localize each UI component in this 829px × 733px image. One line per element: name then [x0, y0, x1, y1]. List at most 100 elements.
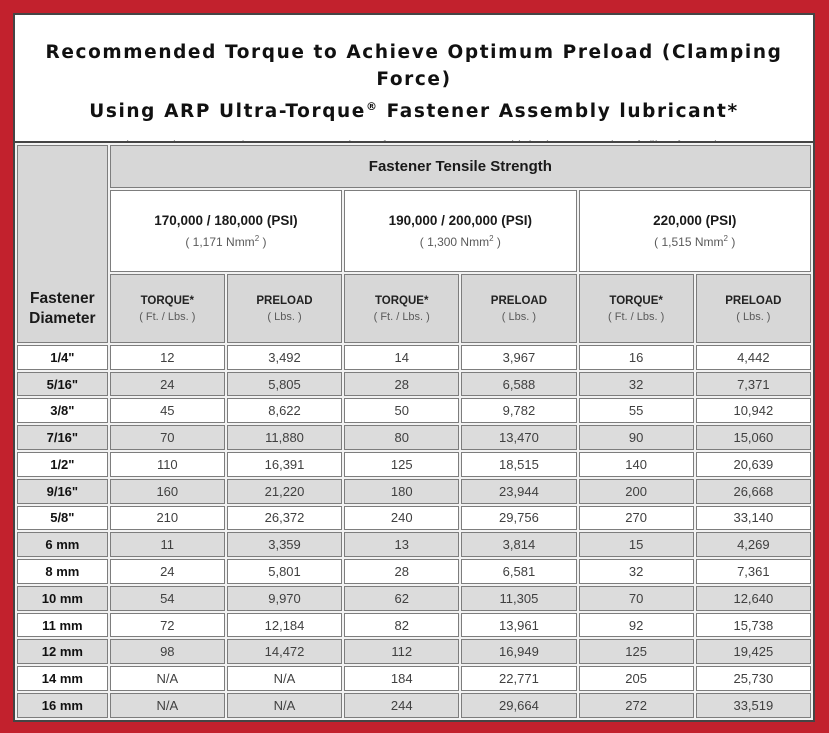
- value-cell: 82: [344, 612, 460, 638]
- column-header-torque-2: TORQUE* ( Ft. / Lbs. ): [344, 274, 460, 343]
- registered-trademark-symbol: ®: [365, 100, 379, 113]
- diameter-cell: 5/16": [17, 371, 108, 397]
- value-cell: 92: [578, 612, 694, 638]
- value-cell: 11,880: [226, 425, 343, 450]
- value-cell: 70: [109, 425, 225, 450]
- value-cell: 8,622: [226, 398, 343, 424]
- value-cell: 16: [578, 344, 694, 370]
- value-cell: 9,970: [226, 585, 343, 611]
- sub-header-row: TORQUE* ( Ft. / Lbs. ) PRELOAD ( Lbs. ) …: [17, 274, 811, 343]
- page-title-line1: Recommended Torque to Achieve Optimum Pr…: [45, 42, 783, 90]
- table-row: 8 mm 24 5,801 28 6,581 32 7,361: [17, 559, 811, 584]
- value-cell: 62: [344, 585, 460, 611]
- value-cell: N/A: [226, 693, 343, 718]
- value-cell: 180: [344, 478, 460, 504]
- value-cell: 28: [344, 371, 460, 397]
- value-cell: 55: [578, 398, 694, 424]
- diameter-cell: 16 mm: [17, 693, 108, 718]
- column-header-preload-3: PRELOAD ( Lbs. ): [695, 274, 811, 343]
- value-cell: 12: [109, 344, 225, 370]
- value-cell: 11,305: [461, 585, 577, 611]
- title-block: Recommended Torque to Achieve Optimum Pr…: [15, 15, 813, 153]
- value-cell: 50: [344, 398, 460, 424]
- table-row: 16 mm N/A N/A 244 29,664 272 33,519: [17, 693, 811, 718]
- value-cell: 24: [109, 371, 225, 397]
- value-cell: 14,472: [226, 639, 343, 665]
- value-cell: 23,944: [461, 478, 577, 504]
- column-header-torque-3: TORQUE* ( Ft. / Lbs. ): [578, 274, 694, 343]
- table-head: Fastener Diameter Fastener Tensile Stren…: [17, 145, 811, 343]
- value-cell: N/A: [226, 666, 343, 692]
- value-cell: 160: [109, 478, 225, 504]
- value-cell: 21,220: [226, 478, 343, 504]
- column-header-fastener-tensile-strength: Fastener Tensile Strength: [109, 145, 811, 188]
- column-header-preload-1: PRELOAD ( Lbs. ): [226, 274, 343, 343]
- value-cell: N/A: [109, 693, 225, 718]
- value-cell: 25,730: [695, 666, 811, 692]
- value-cell: 18,515: [461, 451, 577, 477]
- value-cell: 22,771: [461, 666, 577, 692]
- page-title-line2: Using ARP Ultra-Torque® Fastener Assembl…: [89, 100, 739, 123]
- value-cell: 240: [344, 505, 460, 531]
- value-cell: 210: [109, 505, 225, 531]
- diameter-cell: 1/2": [17, 451, 108, 477]
- value-cell: 125: [578, 639, 694, 665]
- diameter-cell: 3/8": [17, 398, 108, 424]
- value-cell: 5,801: [226, 559, 343, 584]
- value-cell: 6,581: [461, 559, 577, 584]
- diameter-cell: 1/4": [17, 344, 108, 370]
- main-header-row: Fastener Diameter Fastener Tensile Stren…: [17, 145, 811, 343]
- value-cell: 12,640: [695, 585, 811, 611]
- value-cell: 19,425: [695, 639, 811, 665]
- table-row: 10 mm 54 9,970 62 11,305 70 12,640: [17, 585, 811, 611]
- torque-table: Fastener Diameter Fastener Tensile Stren…: [15, 141, 813, 720]
- value-cell: 20,639: [695, 451, 811, 477]
- column-header-psi-190-200: 190,000 / 200,000 (PSI) ( 1,300 Nmm2 ): [344, 189, 577, 273]
- value-cell: 28: [344, 559, 460, 584]
- diameter-cell: 6 mm: [17, 532, 108, 558]
- value-cell: 140: [578, 451, 694, 477]
- table-body: 1/4" 12 3,492 14 3,967 16 4,442 5/16" 24 5,805 28 6…: [17, 344, 811, 718]
- table-row: 11 mm 72 12,184 82 13,961 92 15,738: [17, 612, 811, 638]
- value-cell: 98: [109, 639, 225, 665]
- diameter-cell: 11 mm: [17, 612, 108, 638]
- value-cell: 16,391: [226, 451, 343, 477]
- value-cell: 45: [109, 398, 225, 424]
- value-cell: 3,814: [461, 532, 577, 558]
- value-cell: 6,588: [461, 371, 577, 397]
- column-header-psi-170-180: 170,000 / 180,000 (PSI) ( 1,171 Nmm2 ): [109, 189, 343, 273]
- value-cell: 72: [109, 612, 225, 638]
- value-cell: 15: [578, 532, 694, 558]
- diameter-cell: 10 mm: [17, 585, 108, 611]
- diameter-cell: 8 mm: [17, 559, 108, 584]
- table-row: 3/8" 45 8,622 50 9,782 55 10,942: [17, 398, 811, 424]
- corner-header-fastener-diameter: Fastener Diameter: [17, 145, 108, 343]
- diameter-cell: 12 mm: [17, 639, 108, 665]
- value-cell: 32: [578, 371, 694, 397]
- value-cell: 270: [578, 505, 694, 531]
- table-row: 14 mm N/A N/A 184 22,771 205 25,730: [17, 666, 811, 692]
- value-cell: 9,782: [461, 398, 577, 424]
- table-row: 5/8" 210 26,372 240 29,756 270 33,140: [17, 505, 811, 531]
- value-cell: 184: [344, 666, 460, 692]
- value-cell: 205: [578, 666, 694, 692]
- value-cell: 4,269: [695, 532, 811, 558]
- diameter-cell: 9/16": [17, 478, 108, 504]
- value-cell: 112: [344, 639, 460, 665]
- value-cell: 16,949: [461, 639, 577, 665]
- value-cell: 13,961: [461, 612, 577, 638]
- value-cell: 12,184: [226, 612, 343, 638]
- value-cell: 14: [344, 344, 460, 370]
- value-cell: 90: [578, 425, 694, 450]
- value-cell: 26,668: [695, 478, 811, 504]
- value-cell: 272: [578, 693, 694, 718]
- value-cell: 3,359: [226, 532, 343, 558]
- table-row: 9/16" 160 21,220 180 23,944 200 26,668: [17, 478, 811, 504]
- diameter-cell: 14 mm: [17, 666, 108, 692]
- column-header-psi-220: 220,000 (PSI) ( 1,515 Nmm2 ): [578, 189, 811, 273]
- value-cell: 15,738: [695, 612, 811, 638]
- value-cell: 3,492: [226, 344, 343, 370]
- value-cell: 13,470: [461, 425, 577, 450]
- value-cell: 11: [109, 532, 225, 558]
